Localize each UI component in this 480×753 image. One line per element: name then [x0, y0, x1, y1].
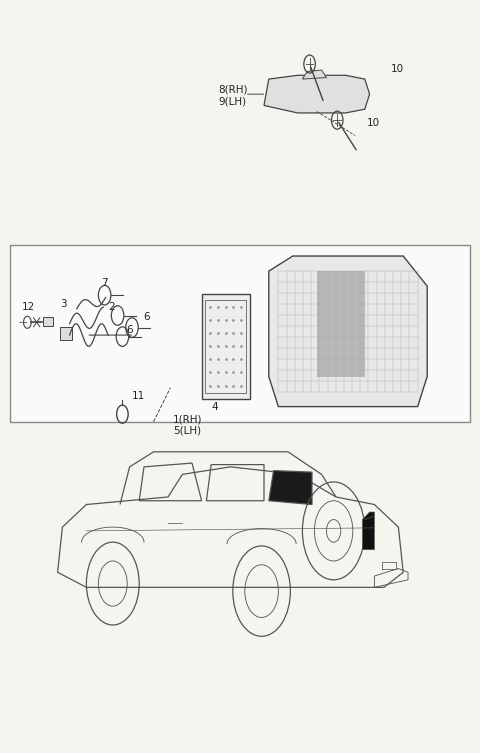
Text: 3: 3 [60, 299, 67, 309]
Bar [43, 317, 53, 326]
Text: 1(RH)
5(LH): 1(RH) 5(LH) [173, 414, 202, 436]
Text: 7: 7 [101, 278, 108, 288]
FancyBboxPatch shape [202, 294, 250, 399]
Bar [60, 327, 72, 340]
FancyBboxPatch shape [10, 245, 470, 422]
Text: 10: 10 [391, 63, 404, 74]
Polygon shape [269, 471, 312, 505]
Text: 6: 6 [126, 325, 133, 335]
Polygon shape [264, 75, 370, 113]
Text: 8(RH)
9(LH): 8(RH) 9(LH) [218, 85, 248, 106]
Polygon shape [302, 70, 326, 79]
Text: 4: 4 [211, 402, 218, 413]
Text: 6: 6 [143, 312, 150, 322]
Polygon shape [317, 271, 365, 376]
Text: 11: 11 [132, 392, 145, 401]
Text: 2: 2 [108, 303, 115, 312]
Polygon shape [362, 512, 374, 550]
Text: 10: 10 [367, 117, 380, 128]
Polygon shape [269, 256, 427, 407]
Text: 12: 12 [22, 303, 35, 312]
